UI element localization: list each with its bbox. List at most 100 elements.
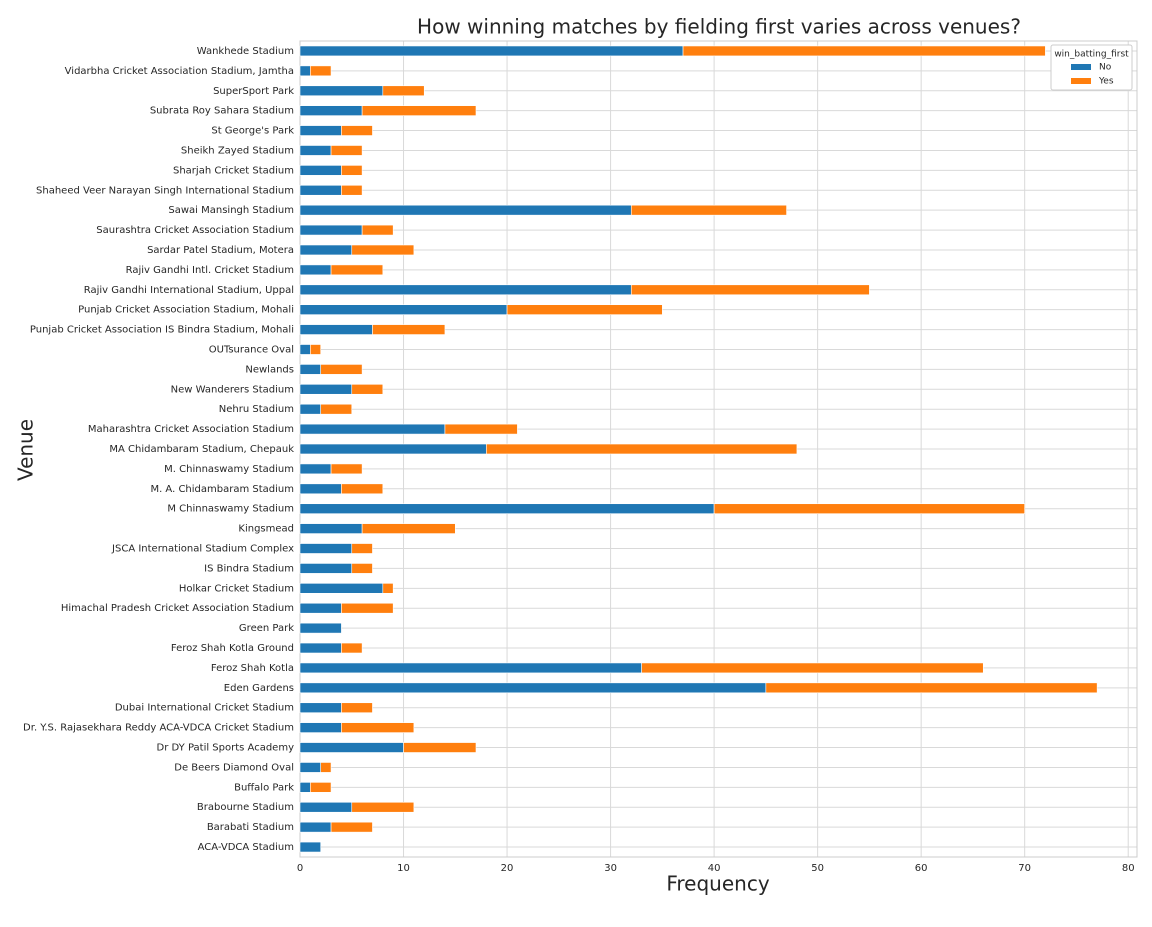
bar-segment	[361, 523, 456, 534]
bar-segment	[299, 682, 767, 694]
bar-segment	[299, 204, 632, 216]
legend-label: No	[1099, 63, 1112, 73]
x-tick-label: 30	[604, 863, 617, 874]
x-tick-label: 70	[1018, 863, 1031, 874]
y-axis-label: Venue	[14, 419, 38, 481]
x-tick-label: 0	[297, 863, 303, 874]
chart-title: How winning matches by fielding first va…	[417, 15, 1021, 39]
x-tick-label: 40	[708, 863, 721, 874]
bar-segment	[382, 583, 394, 594]
bar-segment	[299, 463, 332, 475]
bar-segment	[299, 523, 363, 534]
bar-segment	[403, 742, 477, 753]
bar-segment	[299, 264, 332, 276]
bar-segment	[444, 423, 518, 435]
bar-segment	[299, 503, 715, 514]
x-axis-label: Frequency	[666, 872, 769, 896]
y-tick-label: SuperSport Park	[213, 86, 294, 97]
legend-title: win_batting_first	[1054, 50, 1129, 60]
x-tick-label: 50	[811, 863, 824, 874]
y-tick-label: Barabati Stadium	[207, 822, 294, 833]
y-tick-label: Green Park	[239, 623, 294, 634]
bar-segment	[299, 642, 342, 654]
y-tick-label: JSCA International Stadium Complex	[111, 544, 294, 555]
bar-segment	[351, 543, 373, 554]
y-tick-label: Subrata Roy Sahara Stadium	[150, 106, 294, 117]
y-tick-label: M Chinnaswamy Stadium	[167, 504, 294, 515]
bar-segment	[341, 722, 415, 733]
y-tick-label: Punjab Cricket Association IS Bindra Sta…	[30, 325, 294, 336]
bar-segment	[299, 165, 342, 176]
bar-segment	[299, 244, 353, 256]
y-tick-label: Dr DY Patil Sports Academy	[157, 743, 295, 754]
bar-segment	[299, 762, 322, 773]
bar-segment	[299, 344, 311, 355]
bar-segment	[299, 821, 332, 833]
bar-segment	[361, 105, 477, 116]
bar-segment	[299, 443, 487, 455]
y-tick-label: Holkar Cricket Stadium	[179, 583, 294, 594]
y-tick-label: New Wanderers Stadium	[171, 384, 294, 395]
bar-segment	[299, 702, 342, 714]
x-tick-label: 80	[1122, 863, 1135, 874]
y-tick-label: Wankhede Stadium	[197, 46, 294, 57]
y-tick-label: Nehru Stadium	[219, 404, 294, 415]
bar-segment	[299, 483, 342, 495]
bar-segment	[299, 364, 322, 375]
y-tick-label: Sheikh Zayed Stadium	[181, 145, 294, 156]
y-tick-label: Saurashtra Cricket Association Stadium	[96, 225, 294, 236]
bar-segment	[713, 503, 1025, 514]
bar-segment	[641, 662, 984, 674]
y-tick-label: Punjab Cricket Association Stadium, Moha…	[78, 305, 294, 316]
bar-segment	[299, 304, 508, 315]
y-tick-label: Buffalo Park	[234, 782, 294, 793]
bar-segment	[310, 344, 322, 355]
legend-label: Yes	[1098, 77, 1114, 87]
y-tick-label: Himachal Pradesh Cricket Association Sta…	[61, 603, 294, 614]
bar-segment	[341, 165, 363, 176]
bar-segment	[299, 403, 322, 415]
bar-segment	[299, 145, 332, 156]
y-tick-label: Brabourne Stadium	[197, 802, 294, 813]
y-tick-label: M. Chinnaswamy Stadium	[164, 464, 294, 475]
bar-segment	[299, 105, 363, 116]
bar-segment	[299, 384, 353, 395]
bar-segment	[372, 324, 446, 335]
bar-segment	[330, 463, 363, 475]
y-tick-label: Dr. Y.S. Rajasekhara Reddy ACA-VDCA Cric…	[23, 723, 294, 734]
bar-segment	[299, 184, 342, 196]
bar-segment	[330, 821, 373, 833]
bar-segment	[299, 85, 384, 97]
bar-segment	[299, 563, 353, 574]
y-tick-label: Feroz Shah Kotla Ground	[171, 643, 294, 654]
y-tick-label: Newlands	[245, 364, 294, 375]
bar-segment	[765, 682, 1098, 694]
y-tick-label: Kingsmead	[238, 524, 294, 535]
bar-segment	[361, 224, 394, 236]
y-tick-label: Sawai Mansingh Stadium	[168, 205, 294, 216]
y-tick-label: Shaheed Veer Narayan Singh International…	[36, 185, 294, 196]
y-tick-label: Rajiv Gandhi International Stadium, Uppa…	[84, 285, 294, 296]
bar-segment	[299, 543, 353, 554]
bar-segment	[330, 264, 384, 276]
bar-segment	[341, 483, 384, 495]
bar-segment	[341, 184, 363, 196]
bar-segment	[382, 85, 425, 97]
y-tick-label: De Beers Diamond Oval	[174, 762, 294, 773]
y-tick-label: Maharashtra Cricket Association Stadium	[88, 424, 294, 435]
x-tick-label: 20	[501, 863, 514, 874]
bar-segment	[299, 284, 632, 296]
y-tick-label: Sardar Patel Stadium, Motera	[147, 245, 294, 256]
y-tick-label: M. A. Chidambaram Stadium	[150, 484, 294, 495]
bar-segment	[299, 782, 311, 793]
bar-segment	[299, 45, 684, 57]
bar-segment	[299, 722, 342, 733]
y-tick-label: IS Bindra Stadium	[204, 563, 294, 574]
bar-segment	[310, 65, 332, 77]
x-tick-label: 60	[915, 863, 928, 874]
bar-segment	[351, 563, 373, 574]
bar-segment	[506, 304, 663, 315]
bar-segment	[299, 125, 342, 136]
bar-segment	[351, 244, 415, 256]
bar-segment	[299, 224, 363, 236]
